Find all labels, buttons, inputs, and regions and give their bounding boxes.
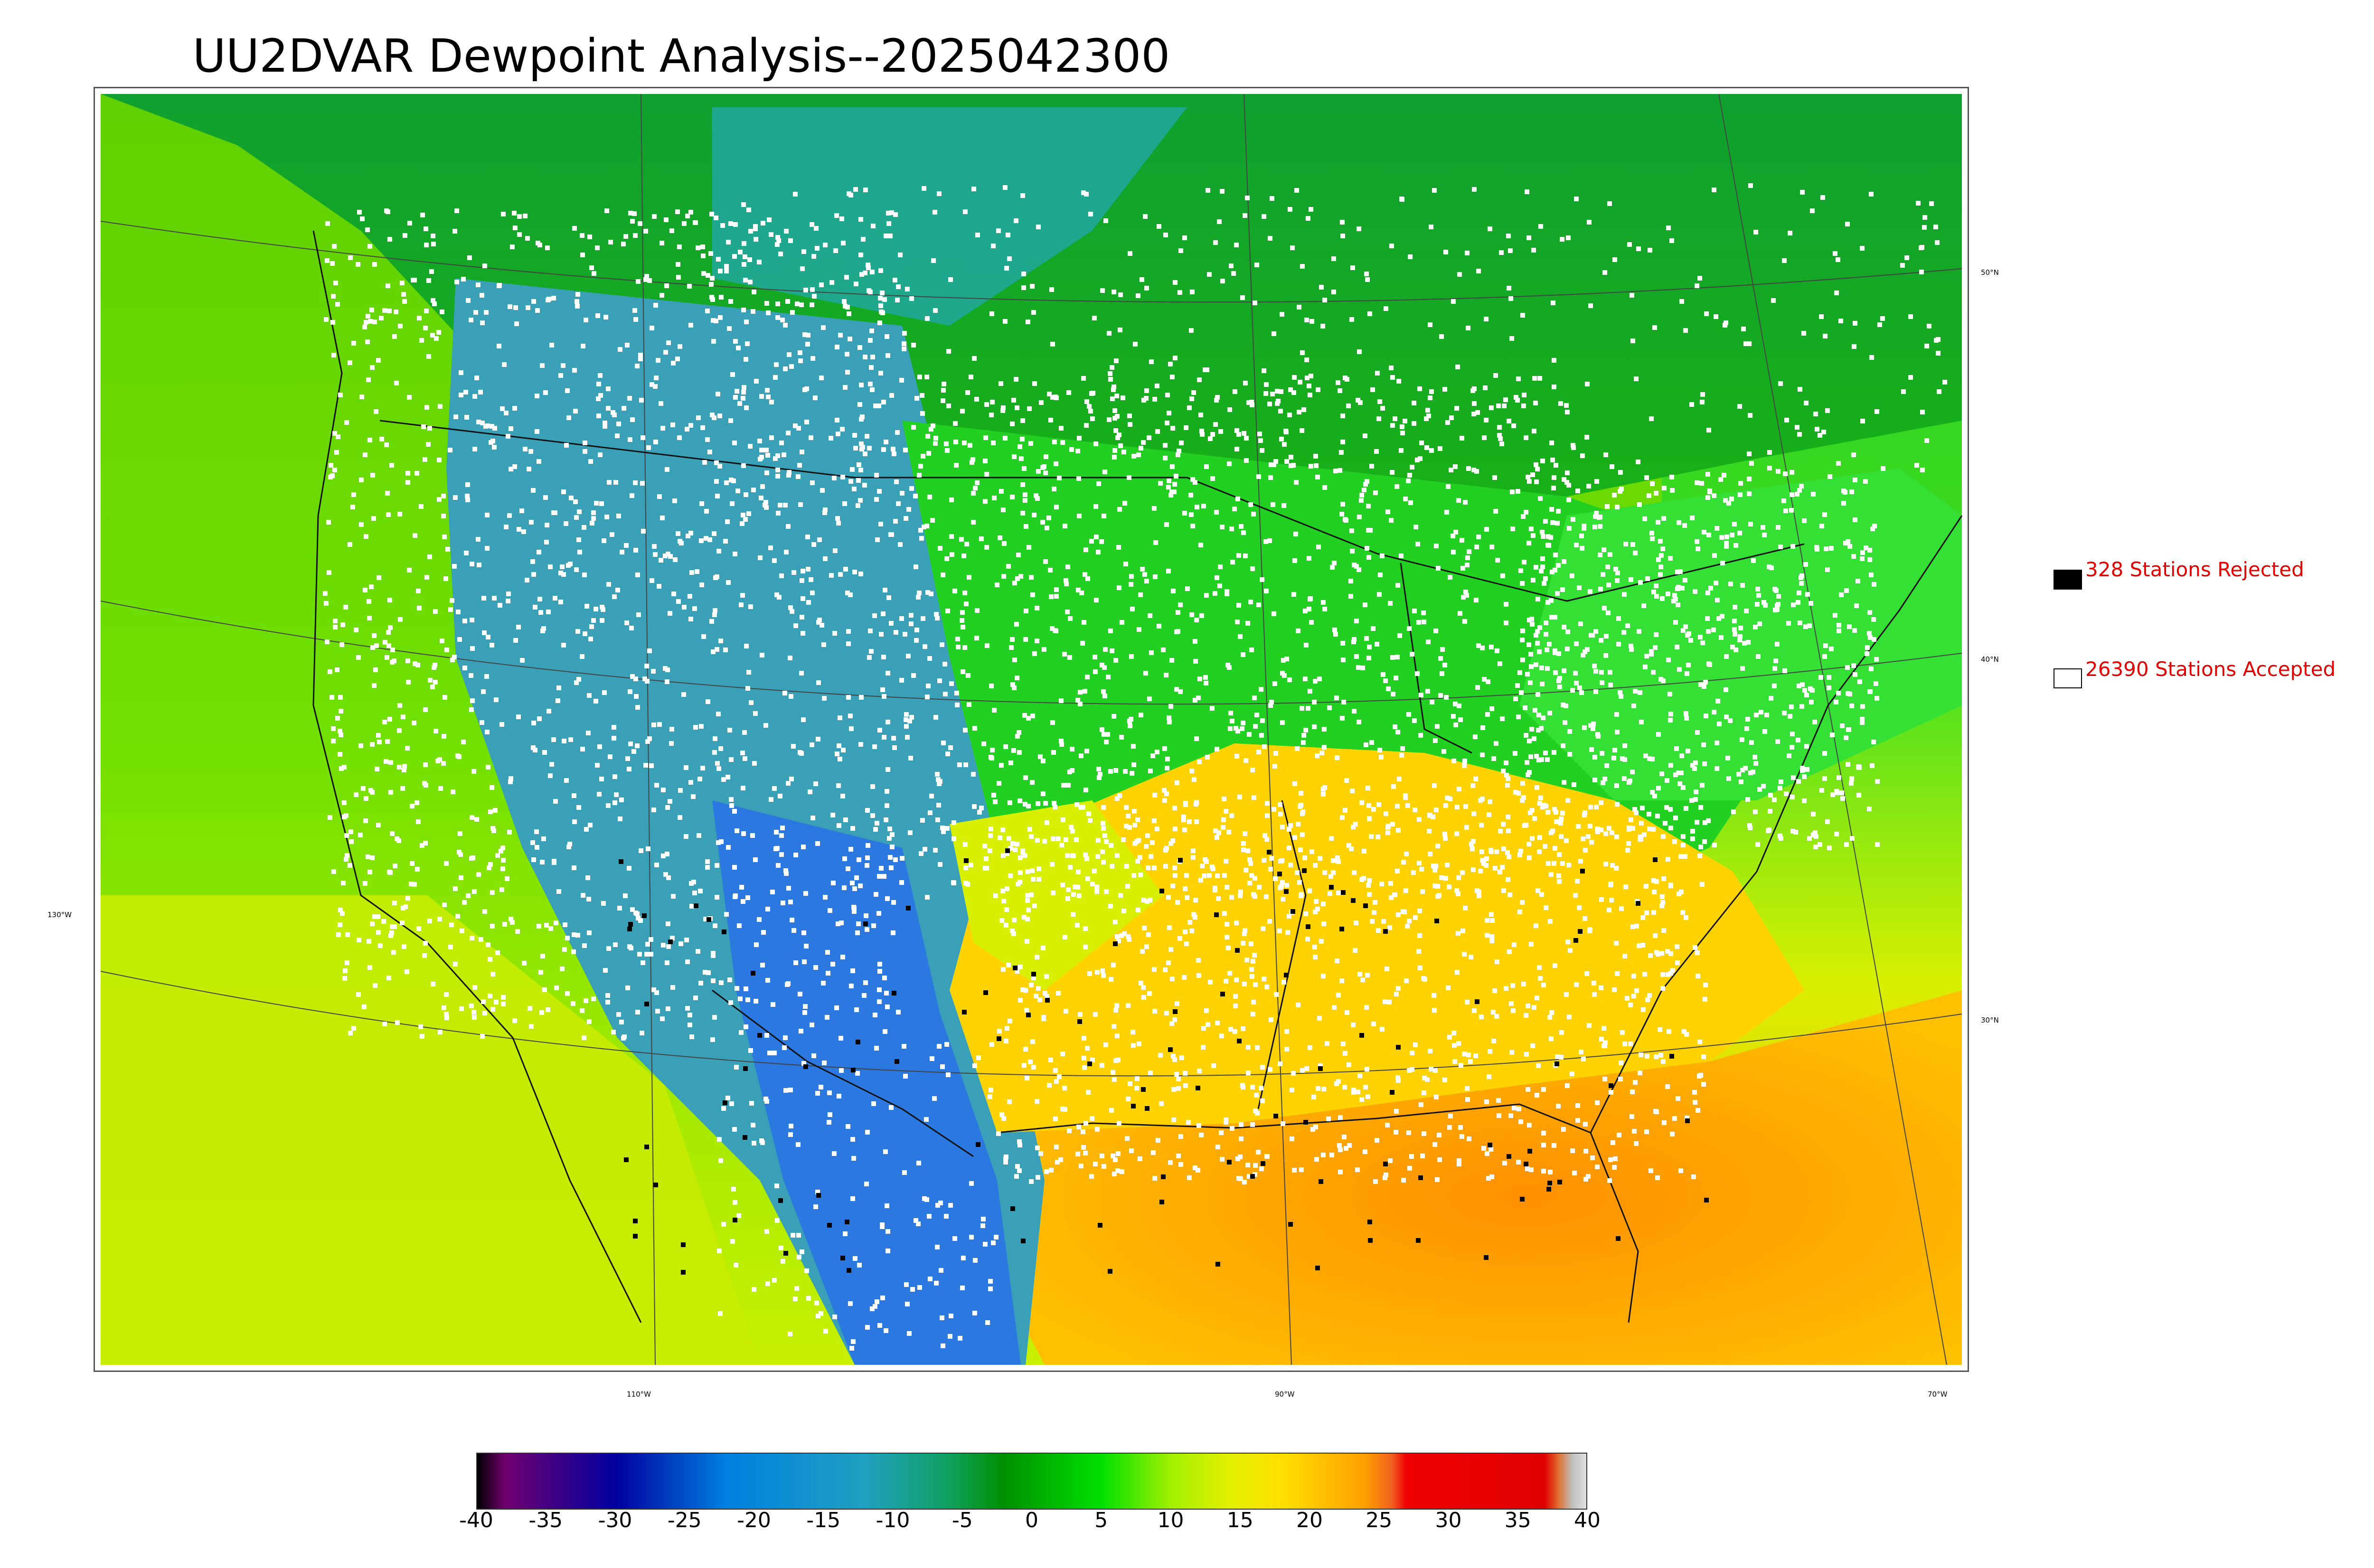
colorbar-tick-label: 0 xyxy=(1025,1508,1038,1532)
accepted-stations xyxy=(323,183,1947,1351)
lat-label-40n: 40°N xyxy=(1981,655,1999,664)
colorbar-tick-label: -15 xyxy=(806,1508,841,1532)
colorbar-tick-label: 40 xyxy=(1574,1508,1601,1532)
canada-region xyxy=(101,94,1962,497)
map-frame xyxy=(94,87,1969,1372)
accepted-swatch xyxy=(2054,668,2082,688)
colorbar-tick-label: -40 xyxy=(459,1508,493,1532)
rejected-swatch xyxy=(2054,570,2082,590)
coastlines xyxy=(312,230,1963,1323)
colorbar-tick-label: 20 xyxy=(1296,1508,1323,1532)
dewpoint-colorbar xyxy=(476,1453,1587,1510)
lon-label-70w: 70°W xyxy=(1928,1390,1948,1399)
canada-teal xyxy=(712,107,1187,326)
lon-label-110w: 110°W xyxy=(627,1390,651,1399)
rejected-stations xyxy=(619,848,1709,1275)
gulf-region xyxy=(997,990,1962,1365)
colorbar-tick-label: 35 xyxy=(1504,1508,1531,1532)
graticule xyxy=(100,94,1962,1365)
southwest-pacific xyxy=(101,895,760,1365)
accepted-label: 26390 Stations Accepted xyxy=(2085,657,2336,681)
rockies-low xyxy=(712,800,1021,1365)
rejected-label: 328 Stations Rejected xyxy=(2085,558,2304,581)
colorbar-tick-label: -35 xyxy=(528,1508,563,1532)
colorbar-tick-label: 15 xyxy=(1226,1508,1253,1532)
dewpoint-map xyxy=(100,94,1963,1365)
colorbar-tick-label: 25 xyxy=(1366,1508,1393,1532)
colorbar-tick-label: -25 xyxy=(667,1508,702,1532)
colorbar-tick-label: 10 xyxy=(1157,1508,1184,1532)
lon-label-130w: 130°W xyxy=(47,911,72,919)
lat-label-50n: 50°N xyxy=(1981,268,1999,277)
colorbar-tick-label: -30 xyxy=(598,1508,632,1532)
colorbar-tick-label: -20 xyxy=(737,1508,771,1532)
lat-label-30n: 30°N xyxy=(1981,1016,1999,1024)
colorbar-tick-label: 5 xyxy=(1094,1508,1108,1532)
colorbar-tick-label: 30 xyxy=(1435,1508,1462,1532)
lon-label-90w: 90°W xyxy=(1275,1390,1295,1399)
map-title: UU2DVAR Dewpoint Analysis--2025042300 xyxy=(192,29,1170,83)
colorbar-tick-label: -10 xyxy=(876,1508,910,1532)
colorbar-tick-label: -5 xyxy=(951,1508,973,1532)
